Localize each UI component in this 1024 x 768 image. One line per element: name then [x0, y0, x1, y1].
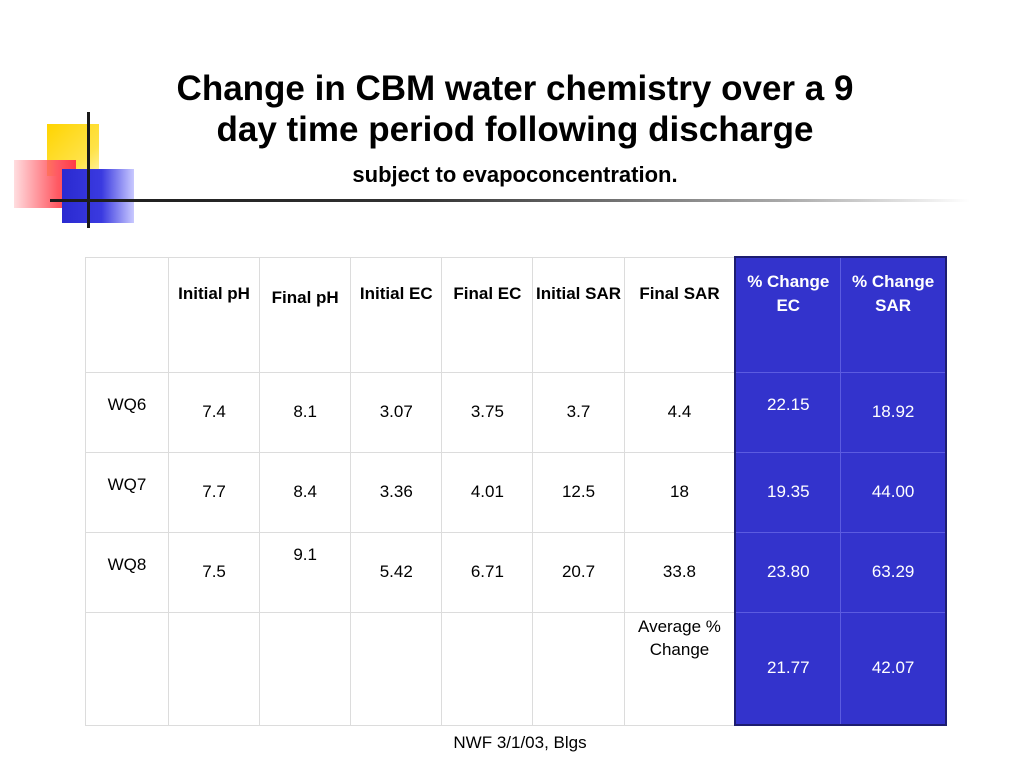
corner-decoration [0, 0, 200, 240]
cell-change-ec: 23.80 [734, 531, 842, 613]
cell-change-ec: 22.15 [734, 371, 842, 453]
cell-change-sar: 44.00 [840, 451, 948, 533]
cell-initial-ec: 3.07 [350, 371, 443, 453]
cell-initial-ec: 5.42 [350, 531, 443, 613]
cell-initial-sar: 3.7 [532, 371, 625, 453]
cell-initial-sar: 12.5 [532, 451, 625, 533]
cell-final-sar: 33.8 [623, 531, 736, 613]
header-final-sar: Final SAR [623, 256, 736, 373]
cell-final-ph: 8.4 [259, 451, 352, 533]
average-row: Average % Change 21.77 42.07 [85, 611, 948, 726]
slide-subtitle: subject to evapoconcentration. [352, 162, 678, 187]
water-chemistry-table: Initial pH Final pH Initial EC Final EC … [85, 256, 948, 726]
cell-change-ec: 19.35 [734, 451, 842, 533]
header-final-ec: Final EC [441, 256, 534, 373]
empty-cell [350, 611, 443, 726]
row-label-wq7: WQ7 [85, 451, 169, 533]
empty-cell [441, 611, 534, 726]
title-underline [50, 199, 970, 202]
table-header-row: Initial pH Final pH Initial EC Final EC … [85, 256, 948, 373]
cell-final-ec: 3.75 [441, 371, 534, 453]
cell-final-ec: 6.71 [441, 531, 534, 613]
header-initial-sar: Initial SAR [532, 256, 625, 373]
row-label-wq8: WQ8 [85, 531, 169, 613]
cell-change-sar: 63.29 [840, 531, 948, 613]
slide-footer: NWF 3/1/03, Blgs [453, 733, 587, 752]
empty-cell [532, 611, 625, 726]
header-change-ec: % Change EC [734, 256, 842, 373]
cell-initial-ph: 7.7 [167, 451, 261, 533]
header-initial-ph: Initial pH [167, 256, 261, 373]
title-line-2: day time period following discharge [216, 110, 814, 149]
cell-initial-ec: 3.36 [350, 451, 443, 533]
cell-change-sar: 18.92 [840, 371, 948, 453]
table-row: WQ6 7.4 8.1 3.07 3.75 3.7 4.4 22.15 18.9… [85, 371, 948, 453]
cell-final-sar: 4.4 [623, 371, 736, 453]
table-row: WQ7 7.7 8.4 3.36 4.01 12.5 18 19.35 44.0… [85, 451, 948, 533]
average-change-sar: 42.07 [840, 611, 948, 726]
slide-title: Change in CBM water chemistry over a 9 d… [100, 68, 930, 150]
average-change-label: Average % Change [623, 611, 736, 726]
cell-final-ec: 4.01 [441, 451, 534, 533]
blue-square-decoration [62, 169, 134, 223]
empty-cell [259, 611, 352, 726]
cell-initial-sar: 20.7 [532, 531, 625, 613]
header-initial-ec: Initial EC [350, 256, 443, 373]
vertical-rule [87, 112, 90, 228]
empty-cell [167, 611, 261, 726]
cell-final-ph: 8.1 [259, 371, 352, 453]
cell-final-ph: 9.1 [259, 531, 352, 613]
empty-cell [85, 611, 169, 726]
cell-initial-ph: 7.5 [167, 531, 261, 613]
header-blank [85, 256, 169, 373]
cell-final-sar: 18 [623, 451, 736, 533]
row-label-wq6: WQ6 [85, 371, 169, 453]
header-final-ph: Final pH [259, 256, 352, 373]
header-change-sar: % Change SAR [840, 256, 948, 373]
cell-initial-ph: 7.4 [167, 371, 261, 453]
table-row: WQ8 7.5 9.1 5.42 6.71 20.7 33.8 23.80 63… [85, 531, 948, 613]
title-line-1: Change in CBM water chemistry over a 9 [176, 69, 854, 108]
average-change-ec: 21.77 [734, 611, 842, 726]
